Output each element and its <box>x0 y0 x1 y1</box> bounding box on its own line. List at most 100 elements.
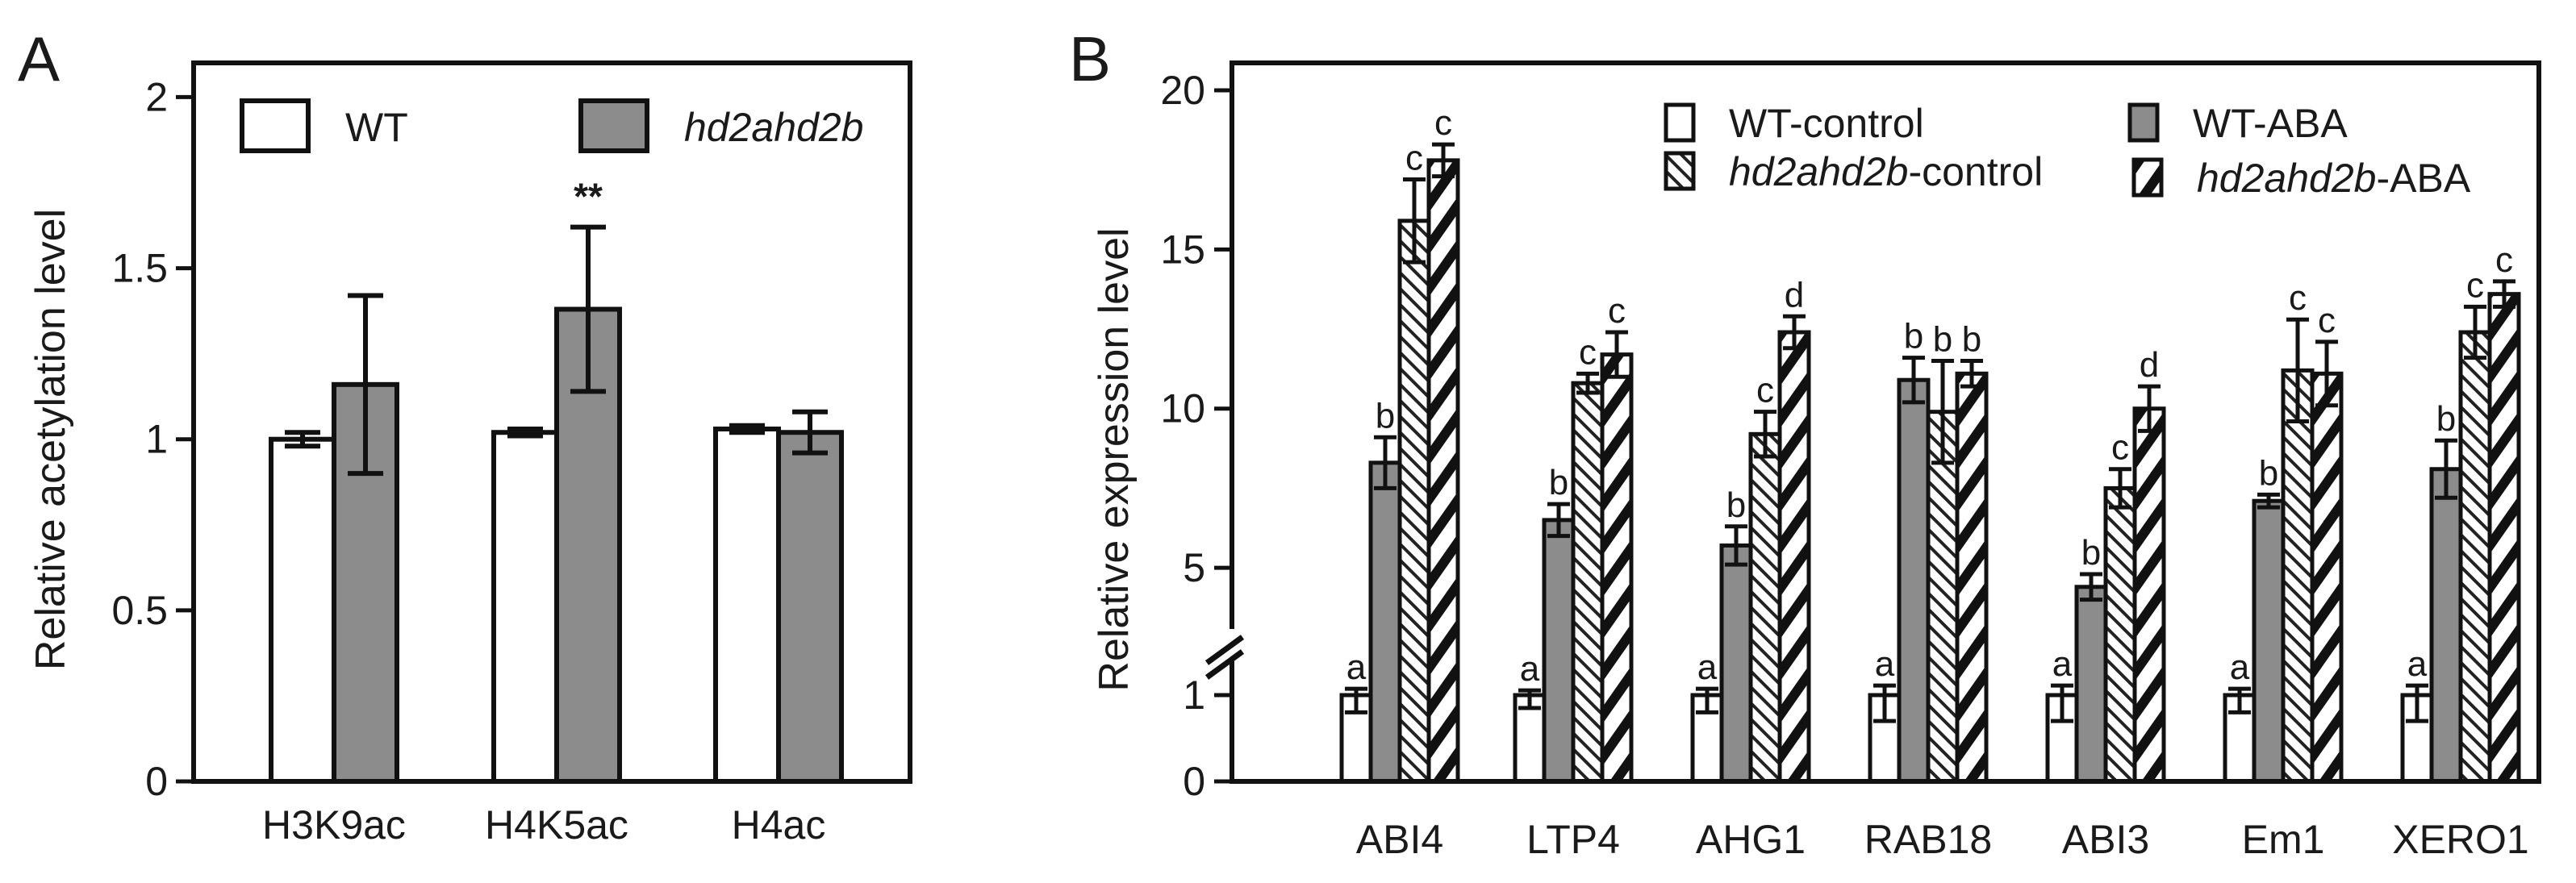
panel-a-letter: A <box>18 23 60 94</box>
legend-label: WT <box>345 105 408 150</box>
bar-gray <box>2429 467 2463 784</box>
panel-b-letter: B <box>1069 23 1111 94</box>
legend-label-treatment: -ABA <box>2376 156 2470 201</box>
legend-swatch <box>578 98 649 153</box>
legend-label: hd2ahd2b <box>684 105 863 150</box>
bar-stripes <box>1600 352 1634 784</box>
significance-letter: c <box>2466 265 2484 305</box>
x-category-label: H3K9ac <box>262 802 406 848</box>
legend-label: hd2ahd2b-control <box>1729 149 2043 194</box>
significance-letter: c <box>1434 103 1452 143</box>
legend-label-treatment: -control <box>1908 149 2043 194</box>
panel-b-frame <box>1230 60 2541 784</box>
y-tick-label: 1 <box>145 417 168 462</box>
legend-swatch <box>1664 151 1696 191</box>
significance-letter: a <box>2052 644 2073 684</box>
bar-stripes <box>1955 371 1989 784</box>
significance-letter: c <box>1756 371 1774 410</box>
significance-letter: b <box>1549 463 1568 502</box>
significance-letter: c <box>1405 139 1423 178</box>
significance-letter: a <box>1520 649 1540 689</box>
significance-letter: b <box>1904 317 1923 356</box>
panel-a-chart: A Relative acetylation level ** 0 0.5 1 1.5… <box>18 23 912 848</box>
significance-letter: c <box>2495 240 2513 280</box>
legend-swatch <box>2131 157 2164 198</box>
bar-gray <box>2074 585 2108 784</box>
significance-letter: a <box>2407 644 2428 684</box>
significance-letter: d <box>1785 275 1804 314</box>
bar-stripes <box>2310 371 2344 784</box>
bar-dots <box>2103 485 2137 784</box>
significance-letter: b <box>1962 320 1981 360</box>
legend-swatch <box>240 98 311 153</box>
y-tick-label: 10 <box>1160 386 1205 431</box>
significance-letter: c <box>2318 301 2336 340</box>
legend-label: hd2ahd2b-ABA <box>2197 156 2471 201</box>
bar-dots <box>1571 381 1605 784</box>
legend-label: WT-ABA <box>2193 101 2348 146</box>
bar-white <box>269 436 336 784</box>
y-tick-label: 2 <box>145 74 168 119</box>
y-tick-label: 20 <box>1160 68 1205 113</box>
significance-letter: b <box>2259 453 2278 493</box>
bar-gray <box>1542 518 1576 784</box>
bar-dots <box>1926 410 1960 784</box>
bar-dots <box>1748 431 1782 784</box>
panel-a-y-axis-label: Relative acetylation level <box>27 209 74 670</box>
axis-break-mark <box>1204 629 1249 680</box>
y-tick-label: 5 <box>1183 545 1205 590</box>
significance-letter: b <box>2436 399 2456 439</box>
bar-white <box>713 426 781 784</box>
x-category-label: H4K5ac <box>485 802 628 848</box>
bar-gray <box>1368 460 1402 784</box>
significance-letter: c <box>2111 428 2129 468</box>
bar-dots <box>1397 219 1431 784</box>
significance-letter: d <box>2140 345 2159 385</box>
x-category-label: AHG1 <box>1696 817 1806 862</box>
y-tick-label: 15 <box>1160 227 1205 272</box>
y-tick-label: 0 <box>145 759 168 804</box>
panel-a-legend: WT hd2ahd2b <box>240 98 863 153</box>
bar-white <box>491 430 559 784</box>
legend-swatch <box>1664 102 1696 143</box>
significance-letter: c <box>2289 278 2307 318</box>
significance-letter: b <box>2081 533 2101 573</box>
significance-letter: a <box>2230 648 2250 687</box>
panel-b-chart: B Relative expression level abccabccabcd… <box>1069 23 2541 862</box>
x-category-label: ABI4 <box>1356 817 1443 862</box>
significance-stars: ** <box>574 176 603 218</box>
significance-letter: b <box>1726 485 1746 525</box>
bar-stripes <box>2132 406 2166 784</box>
significance-letter: c <box>1608 291 1626 331</box>
x-category-label: XERO1 <box>2392 817 2529 862</box>
bar-gray <box>2252 498 2286 784</box>
bar-dots <box>2281 368 2315 784</box>
legend-label-genotype: hd2ahd2b <box>1729 149 1908 194</box>
x-category-label: ABI3 <box>2062 817 2149 862</box>
bar-dots <box>2458 330 2492 784</box>
significance-letter: b <box>1376 396 1395 435</box>
bar-stripes <box>1426 158 1460 784</box>
legend-label-genotype: hd2ahd2b <box>2197 156 2376 201</box>
legend-swatch <box>2127 102 2160 143</box>
significance-letter: b <box>1933 320 1952 360</box>
bar-gray <box>1719 543 1753 784</box>
significance-letter: a <box>1875 644 1895 684</box>
panel-a-frame <box>191 60 912 784</box>
x-category-label: H4ac <box>732 802 826 848</box>
y-tick-label: 0.5 <box>111 588 168 633</box>
y-tick-label: 0 <box>1183 759 1205 804</box>
y-tick-label: 1 <box>1183 673 1205 718</box>
significance-letter: a <box>1697 648 1718 687</box>
panel-b-y-axis-label: Relative expression level <box>1091 227 1138 691</box>
x-category-label: Em1 <box>2242 817 2325 862</box>
bar-stripes <box>1777 330 1811 784</box>
x-category-label: LTP4 <box>1526 817 1620 862</box>
y-tick-label: 1.5 <box>111 246 168 291</box>
bar-gray <box>776 430 844 784</box>
bar-stripes <box>2487 292 2521 784</box>
significance-letter: a <box>1346 648 1367 687</box>
significance-letter: c <box>1579 332 1597 372</box>
